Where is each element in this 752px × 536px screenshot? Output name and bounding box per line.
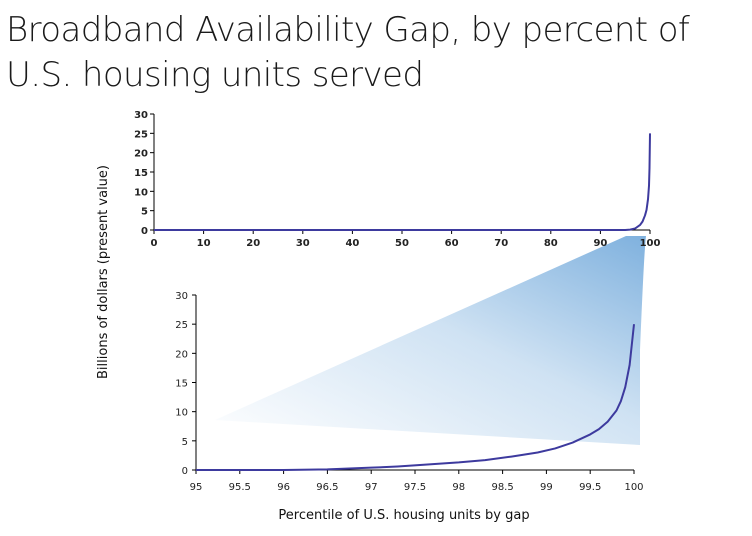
top-y-tick-label: 25 <box>134 129 148 140</box>
bottom-chart: 0 5 10 15 20 25 30 95 95.5 96 96.5 97 97.5 98 98.5 99 9… <box>175 291 643 493</box>
top-x-tick-label: 10 <box>197 238 211 249</box>
top-x-tick-label: 70 <box>494 238 508 249</box>
y-axis-title: Billions of dollars (present value) <box>96 165 111 379</box>
bottom-y-tick-label: 10 <box>175 408 188 419</box>
top-y-tick-label: 15 <box>134 168 148 179</box>
bottom-x-tick-label: 98.5 <box>491 482 513 493</box>
top-y-tick-label: 30 <box>134 110 148 121</box>
bottom-x-tick-label: 96 <box>277 482 290 493</box>
bottom-x-tick-label: 99.5 <box>579 482 601 493</box>
top-x-tick-label: 0 <box>151 238 158 249</box>
top-y-tick-label: 10 <box>134 187 148 198</box>
top-x-tick-label: 40 <box>345 238 359 249</box>
top-x-tick-label: 50 <box>395 238 409 249</box>
top-x-tick-label: 60 <box>445 238 459 249</box>
bottom-x-tick-label: 99 <box>540 482 553 493</box>
top-x-tick-label: 30 <box>296 238 310 249</box>
top-y-tick-label: 0 <box>141 226 148 237</box>
top-chart: 0 5 10 15 20 25 30 0 10 20 30 40 50 60 70 80 90 100 <box>134 110 660 249</box>
bottom-y-tick-label: 0 <box>182 466 188 477</box>
top-y-tick-label: 20 <box>134 149 148 160</box>
top-x-tick-label: 100 <box>640 238 661 249</box>
bottom-y-tick-label: 5 <box>182 437 188 448</box>
x-axis-title: Percentile of U.S. housing units by gap <box>278 508 529 523</box>
bottom-x-tick-label: 98 <box>452 482 465 493</box>
zoom-wedge <box>215 236 646 445</box>
bottom-x-tick-label: 95.5 <box>229 482 251 493</box>
bottom-x-tick-label: 100 <box>624 482 643 493</box>
bottom-x-tick-label: 97.5 <box>404 482 426 493</box>
bottom-x-tick-label: 96.5 <box>316 482 338 493</box>
bottom-x-tick-label: 95 <box>190 482 203 493</box>
bottom-y-tick-label: 15 <box>175 379 188 390</box>
bottom-y-tick-label: 20 <box>175 349 188 360</box>
bottom-series-line <box>196 324 635 471</box>
bottom-y-tick-label: 25 <box>175 320 188 331</box>
top-x-tick-label: 90 <box>593 238 607 249</box>
top-x-tick-label: 80 <box>544 238 558 249</box>
top-y-tick-label: 5 <box>141 207 148 218</box>
bottom-x-tick-label: 97 <box>365 482 378 493</box>
chart-title: Broadband Availability Gap, by percent o… <box>6 10 690 95</box>
bottom-y-tick-label: 30 <box>175 291 188 302</box>
top-x-tick-label: 20 <box>246 238 260 249</box>
top-series-line <box>154 133 651 231</box>
